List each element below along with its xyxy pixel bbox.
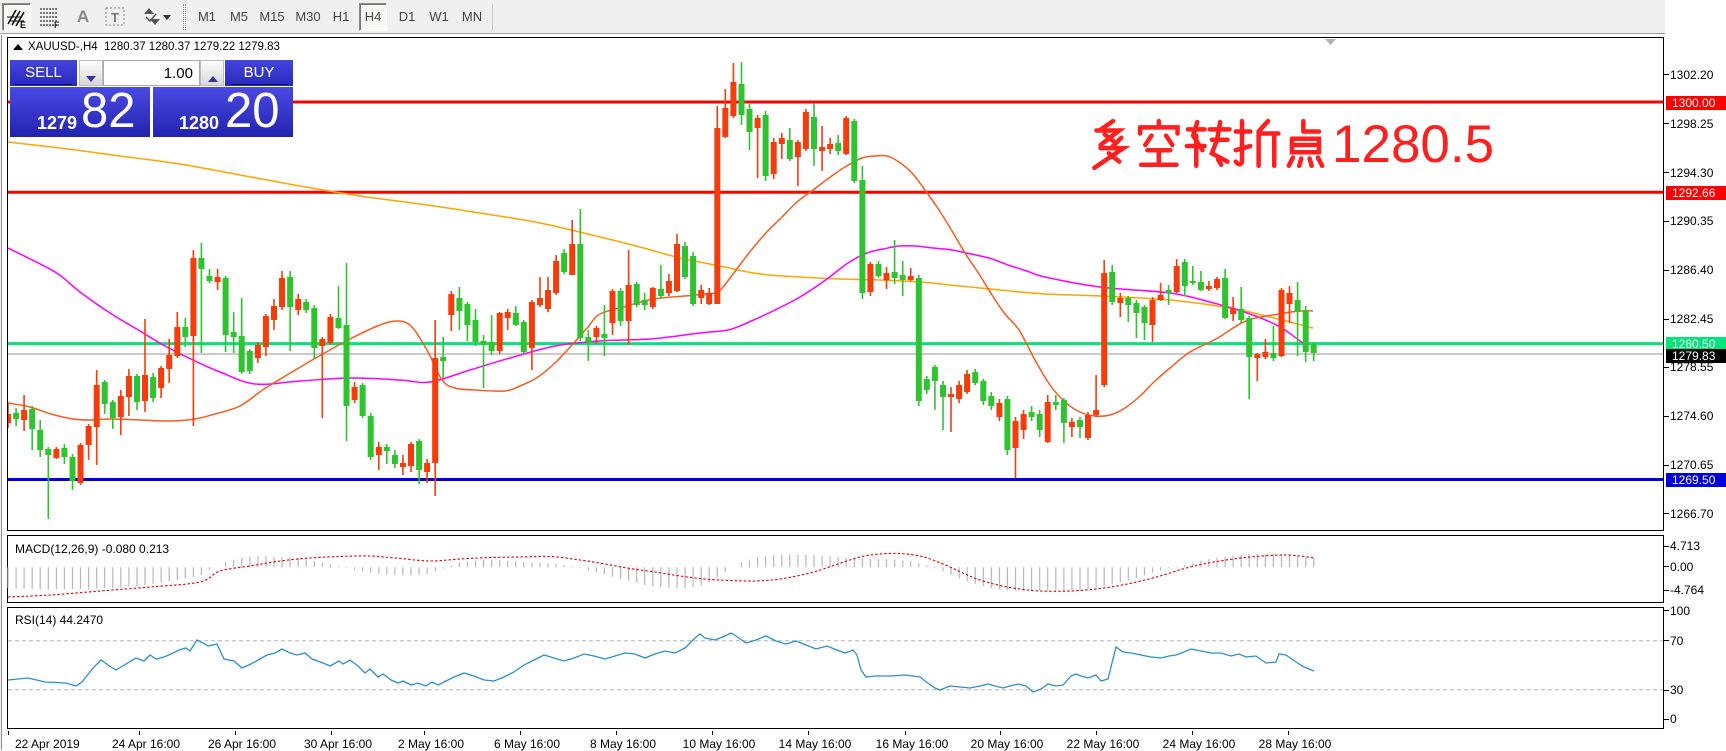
svg-text:T: T (111, 10, 119, 25)
svg-text:F: F (54, 20, 60, 30)
svg-text:1280.5: 1280.5 (1332, 115, 1494, 174)
svg-text:E: E (20, 20, 26, 30)
